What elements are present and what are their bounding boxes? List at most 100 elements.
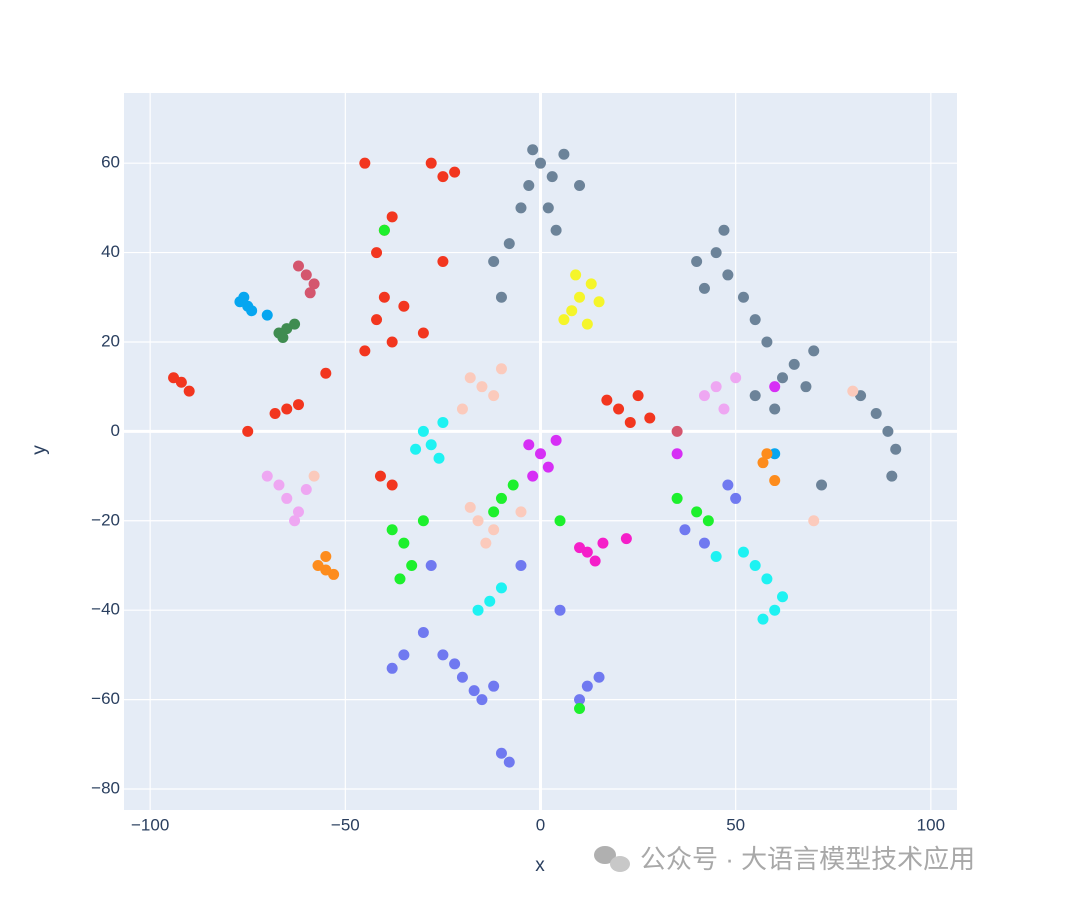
point [691,256,703,268]
x-tick-label: 0 [536,815,545,834]
point [277,332,289,344]
point [464,372,476,384]
point [718,403,730,415]
point [581,318,593,330]
y-axis-title: y [29,445,50,455]
point [456,671,468,683]
point [761,448,773,460]
x-axis-title: x [535,855,545,876]
point [386,479,398,491]
y-tick-label: 40 [101,242,120,261]
point [394,573,406,585]
point [718,224,730,236]
point [523,439,535,451]
point [238,291,250,303]
point [671,425,683,437]
point [289,318,301,330]
point [515,506,527,518]
point [593,296,605,308]
point [671,448,683,460]
point [378,224,390,236]
point [437,416,449,428]
point [749,559,761,571]
point [585,278,597,290]
point [488,524,500,536]
point [847,385,859,397]
point [386,662,398,674]
y-tick-label: 60 [101,153,120,172]
point [542,202,554,214]
point [757,613,769,625]
point [292,260,304,272]
point [593,671,605,683]
point [495,492,507,504]
point [574,291,586,303]
point [374,470,386,482]
point [437,256,449,268]
point [574,180,586,192]
point [269,408,281,420]
point [168,372,180,384]
point [273,479,285,491]
point [425,559,437,571]
point [542,461,554,473]
watermark-icon [594,846,630,872]
point [601,394,613,406]
point [398,537,410,549]
point [371,247,383,259]
point [437,171,449,183]
point [507,479,519,491]
point [737,546,749,558]
point [769,448,781,460]
point [566,305,578,317]
point [476,694,488,706]
point [488,506,500,518]
point [710,551,722,563]
point [328,568,340,580]
point [386,211,398,223]
point [698,390,710,402]
point [488,390,500,402]
point [417,515,429,527]
point [710,247,722,259]
point [816,479,828,491]
point [398,300,410,312]
point [761,336,773,348]
point [378,291,390,303]
point [281,403,293,415]
x-tick-label: 100 [917,815,945,834]
point [476,381,488,393]
point [691,506,703,518]
point [671,492,683,504]
point [535,448,546,460]
y-tick-label: 20 [101,331,120,350]
point [289,515,301,527]
point [624,416,636,428]
point [425,439,437,451]
x-tick-label: −100 [131,815,169,834]
point [386,336,398,348]
point [484,595,496,607]
point [468,685,480,697]
point [550,434,562,446]
point [300,483,312,495]
point [574,542,586,554]
point [698,537,710,549]
point [890,443,902,455]
point [808,515,820,527]
point [312,559,324,571]
point [554,604,566,616]
point [242,425,254,437]
point [769,604,781,616]
point [722,269,734,281]
point [320,551,332,563]
point [410,443,422,455]
point [183,385,195,397]
point [308,470,320,482]
point [292,399,304,411]
point [882,425,894,437]
point [359,345,371,357]
point [574,703,586,715]
point [417,327,429,339]
